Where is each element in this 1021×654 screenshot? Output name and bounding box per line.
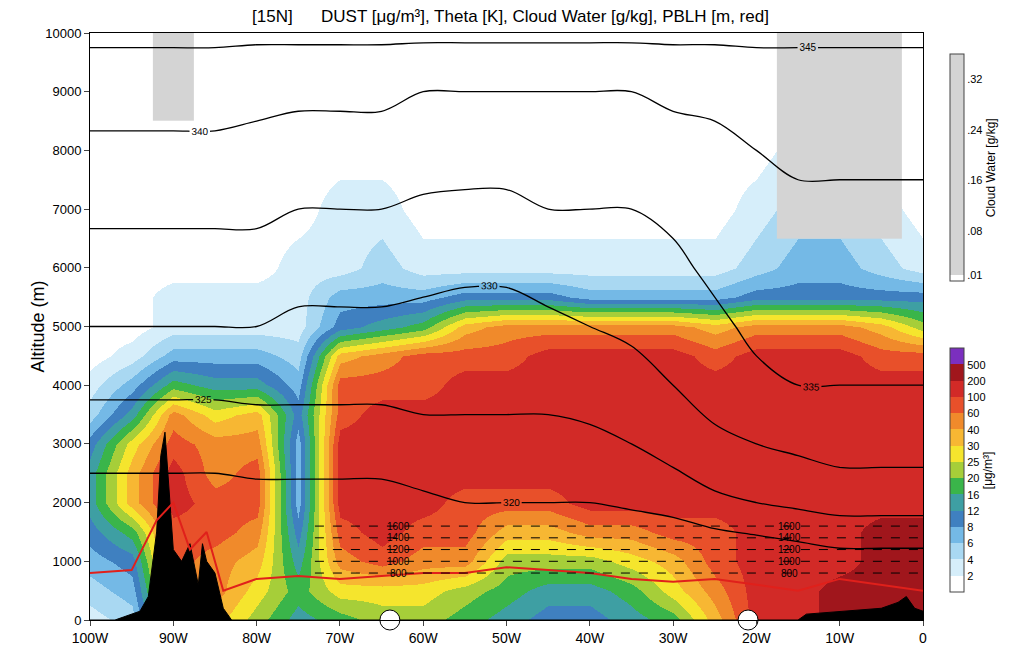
svg-text:7000: 7000 [52,202,81,217]
svg-text:3000: 3000 [52,436,81,451]
svg-text:325: 325 [195,394,212,405]
svg-text:330: 330 [481,280,498,291]
svg-text:1200: 1200 [778,544,801,555]
svg-text:800: 800 [781,568,798,579]
svg-text:1200: 1200 [387,544,410,555]
svg-text:40W: 40W [575,630,605,646]
svg-text:2: 2 [967,570,973,582]
svg-text:60W: 60W [409,630,439,646]
svg-text:1400: 1400 [387,532,410,543]
svg-text:9000: 9000 [52,84,81,99]
svg-text:8: 8 [967,521,973,533]
svg-text:1000: 1000 [387,556,410,567]
svg-text:Altitude (m): Altitude (m) [28,280,48,372]
svg-text:20W: 20W [742,630,772,646]
svg-text:5000: 5000 [52,319,81,334]
svg-text:.32: .32 [967,73,982,85]
svg-text:[μg/m³]: [μg/m³] [981,452,995,490]
svg-text:60: 60 [967,407,979,419]
svg-text:100W: 100W [72,630,109,646]
svg-text:0: 0 [919,630,927,646]
svg-text:4: 4 [967,554,973,566]
svg-text:0: 0 [74,613,81,628]
svg-text:1000: 1000 [52,554,81,569]
svg-text:1400: 1400 [778,532,801,543]
svg-text:6000: 6000 [52,260,81,275]
svg-text:6: 6 [967,537,973,549]
svg-text:4000: 4000 [52,378,81,393]
svg-text:2000: 2000 [52,495,81,510]
svg-text:1600: 1600 [778,521,801,532]
svg-text:90W: 90W [159,630,189,646]
svg-text:100: 100 [967,391,985,403]
svg-text:12: 12 [967,505,979,517]
svg-text:.08: .08 [967,225,982,237]
svg-text:10000: 10000 [45,26,81,41]
svg-text:.16: .16 [967,174,982,186]
svg-text:10W: 10W [825,630,855,646]
svg-text:800: 800 [390,568,407,579]
svg-text:340: 340 [191,126,208,137]
svg-text:30W: 30W [659,630,689,646]
svg-text:1600: 1600 [387,521,410,532]
svg-text:335: 335 [803,381,820,392]
svg-text:320: 320 [503,497,520,508]
svg-text:[15N] DUST [μg/m³], Theta: [15N] DUST [μg/m³], Theta [K], Cloud Wat… [252,7,769,26]
svg-text:40: 40 [967,424,979,436]
svg-text:Cloud Water [g/kg]: Cloud Water [g/kg] [984,118,998,217]
svg-text:20: 20 [967,472,979,484]
svg-text:80W: 80W [242,630,272,646]
svg-text:70W: 70W [326,630,356,646]
svg-text:345: 345 [799,42,816,53]
svg-text:.24: .24 [967,124,982,136]
svg-text:50W: 50W [492,630,522,646]
svg-text:8000: 8000 [52,143,81,158]
svg-text:200: 200 [967,375,985,387]
svg-text:500: 500 [967,359,985,371]
svg-text:.01: .01 [967,269,982,281]
svg-text:25: 25 [967,456,979,468]
svg-text:30: 30 [967,440,979,452]
svg-text:1000: 1000 [778,556,801,567]
svg-text:16: 16 [967,489,979,501]
